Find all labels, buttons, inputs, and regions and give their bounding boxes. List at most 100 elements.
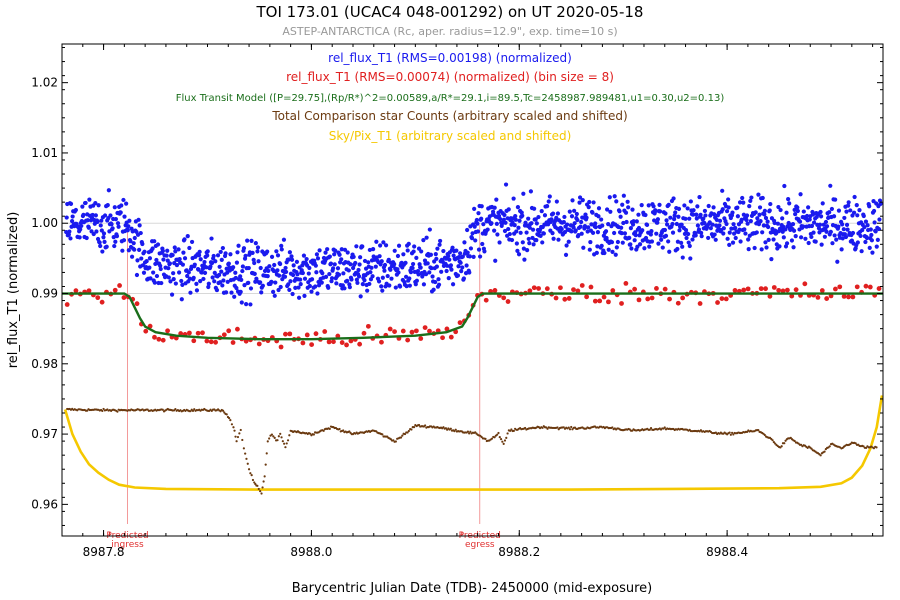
raw-flux-point bbox=[198, 257, 203, 262]
raw-flux-point bbox=[666, 202, 671, 207]
binned-flux-point bbox=[365, 323, 371, 329]
raw-flux-point bbox=[439, 269, 444, 274]
comparison-point bbox=[729, 433, 732, 436]
raw-flux-point bbox=[429, 266, 434, 271]
binned-flux-point bbox=[143, 328, 149, 334]
binned-flux-point bbox=[160, 337, 166, 343]
raw-flux-point bbox=[725, 236, 730, 241]
raw-flux-point bbox=[507, 231, 512, 237]
comparison-point bbox=[230, 423, 234, 426]
raw-flux-point bbox=[349, 277, 354, 282]
comparison-point bbox=[442, 426, 445, 429]
raw-flux-point bbox=[676, 214, 681, 219]
raw-flux-point bbox=[421, 238, 426, 243]
raw-flux-point bbox=[396, 270, 401, 275]
raw-flux-point bbox=[506, 226, 511, 232]
raw-flux-point bbox=[111, 235, 116, 240]
raw-flux-point bbox=[169, 292, 175, 297]
raw-flux-point bbox=[253, 241, 258, 246]
raw-flux-point bbox=[860, 227, 865, 233]
raw-flux-point bbox=[749, 195, 754, 200]
raw-flux-point bbox=[724, 209, 730, 214]
raw-flux-point bbox=[580, 197, 585, 203]
raw-flux-point bbox=[735, 205, 740, 210]
raw-flux-point bbox=[636, 212, 641, 217]
raw-flux-point bbox=[657, 202, 662, 207]
raw-flux-point bbox=[335, 266, 341, 271]
raw-flux-point bbox=[301, 253, 307, 258]
raw-flux-point bbox=[717, 218, 723, 223]
raw-flux-point bbox=[90, 212, 95, 218]
raw-flux-point bbox=[706, 235, 711, 241]
binned-flux-point bbox=[571, 287, 576, 293]
raw-flux-point bbox=[527, 225, 532, 230]
raw-flux-point bbox=[877, 217, 882, 222]
comparison-point bbox=[410, 428, 413, 431]
comparison-point bbox=[403, 432, 407, 436]
comparison-point bbox=[823, 450, 826, 453]
raw-flux-point bbox=[630, 207, 635, 212]
raw-flux-point bbox=[743, 231, 748, 236]
raw-flux-point bbox=[248, 286, 254, 291]
raw-flux-point bbox=[721, 226, 726, 231]
raw-flux-point bbox=[306, 271, 311, 276]
comparison-point bbox=[503, 439, 507, 442]
x-axis-label: Barycentric Julian Date (TDB)- 2450000 (… bbox=[292, 581, 652, 596]
chart-title: TOI 173.01 (UCAC4 048-001292) on UT 2020… bbox=[256, 3, 644, 21]
raw-flux-point bbox=[259, 290, 264, 295]
sky-line bbox=[63, 395, 884, 491]
comparison-point bbox=[193, 408, 196, 411]
raw-flux-point bbox=[857, 208, 862, 213]
raw-flux-point bbox=[737, 200, 743, 205]
raw-flux-point bbox=[272, 293, 277, 298]
raw-flux-point bbox=[792, 207, 797, 212]
comparison-point bbox=[505, 436, 508, 439]
raw-flux-point bbox=[610, 249, 615, 255]
binned-flux-point bbox=[763, 286, 768, 292]
y-tick-label: 0.96 bbox=[31, 497, 58, 511]
raw-flux-point bbox=[279, 247, 284, 252]
raw-flux-point bbox=[762, 208, 768, 213]
raw-flux-point bbox=[600, 223, 605, 228]
raw-flux-point bbox=[378, 262, 383, 267]
raw-flux-point bbox=[809, 223, 815, 229]
raw-flux-point bbox=[109, 222, 114, 227]
raw-flux-point bbox=[633, 232, 638, 238]
raw-flux-point bbox=[136, 217, 141, 222]
raw-flux-point bbox=[843, 234, 849, 240]
raw-flux-point bbox=[703, 213, 708, 218]
raw-flux-point bbox=[120, 248, 125, 253]
raw-flux-point bbox=[819, 214, 824, 219]
raw-flux-point bbox=[396, 243, 402, 248]
comparison-point bbox=[260, 492, 263, 495]
raw-flux-point bbox=[155, 242, 161, 247]
raw-flux-point bbox=[416, 272, 421, 277]
raw-flux-point bbox=[380, 275, 385, 280]
raw-flux-point bbox=[660, 245, 665, 250]
raw-flux-point bbox=[461, 276, 466, 281]
raw-flux-point bbox=[179, 278, 184, 284]
binned-flux-point bbox=[413, 328, 419, 334]
raw-flux-point bbox=[562, 230, 568, 235]
raw-flux-point bbox=[697, 194, 702, 200]
raw-flux-point bbox=[538, 233, 543, 239]
raw-flux-point bbox=[356, 267, 361, 273]
binned-flux-point bbox=[213, 339, 218, 345]
comparison-point bbox=[757, 429, 760, 432]
raw-flux-point bbox=[73, 207, 78, 213]
raw-flux-point bbox=[378, 243, 383, 248]
comparison-point bbox=[249, 472, 252, 475]
raw-flux-point bbox=[672, 216, 677, 222]
raw-flux-point bbox=[574, 211, 579, 217]
comparison-point bbox=[392, 439, 395, 442]
raw-flux-point bbox=[720, 207, 725, 212]
comparison-point bbox=[800, 443, 803, 446]
raw-flux-point bbox=[351, 265, 356, 271]
raw-flux-point bbox=[148, 276, 153, 281]
raw-flux-point bbox=[95, 219, 100, 224]
raw-flux-point bbox=[804, 213, 810, 219]
comparison-point bbox=[338, 427, 341, 431]
raw-flux-point bbox=[360, 282, 365, 287]
comparison-point bbox=[279, 432, 282, 435]
raw-flux-point bbox=[478, 254, 483, 259]
